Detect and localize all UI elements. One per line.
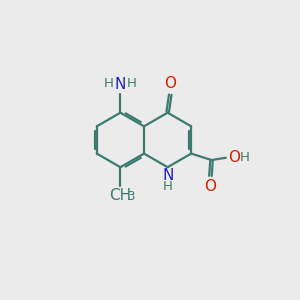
Text: H: H: [240, 151, 250, 164]
Text: 3: 3: [127, 190, 135, 203]
Text: N: N: [162, 168, 174, 183]
Text: O: O: [204, 179, 216, 194]
Text: H: H: [127, 77, 137, 90]
Text: H: H: [104, 77, 114, 90]
Text: O: O: [164, 76, 176, 92]
Text: N: N: [115, 77, 126, 92]
Text: O: O: [228, 150, 240, 165]
Text: H: H: [163, 180, 173, 193]
Text: CH: CH: [109, 188, 131, 202]
